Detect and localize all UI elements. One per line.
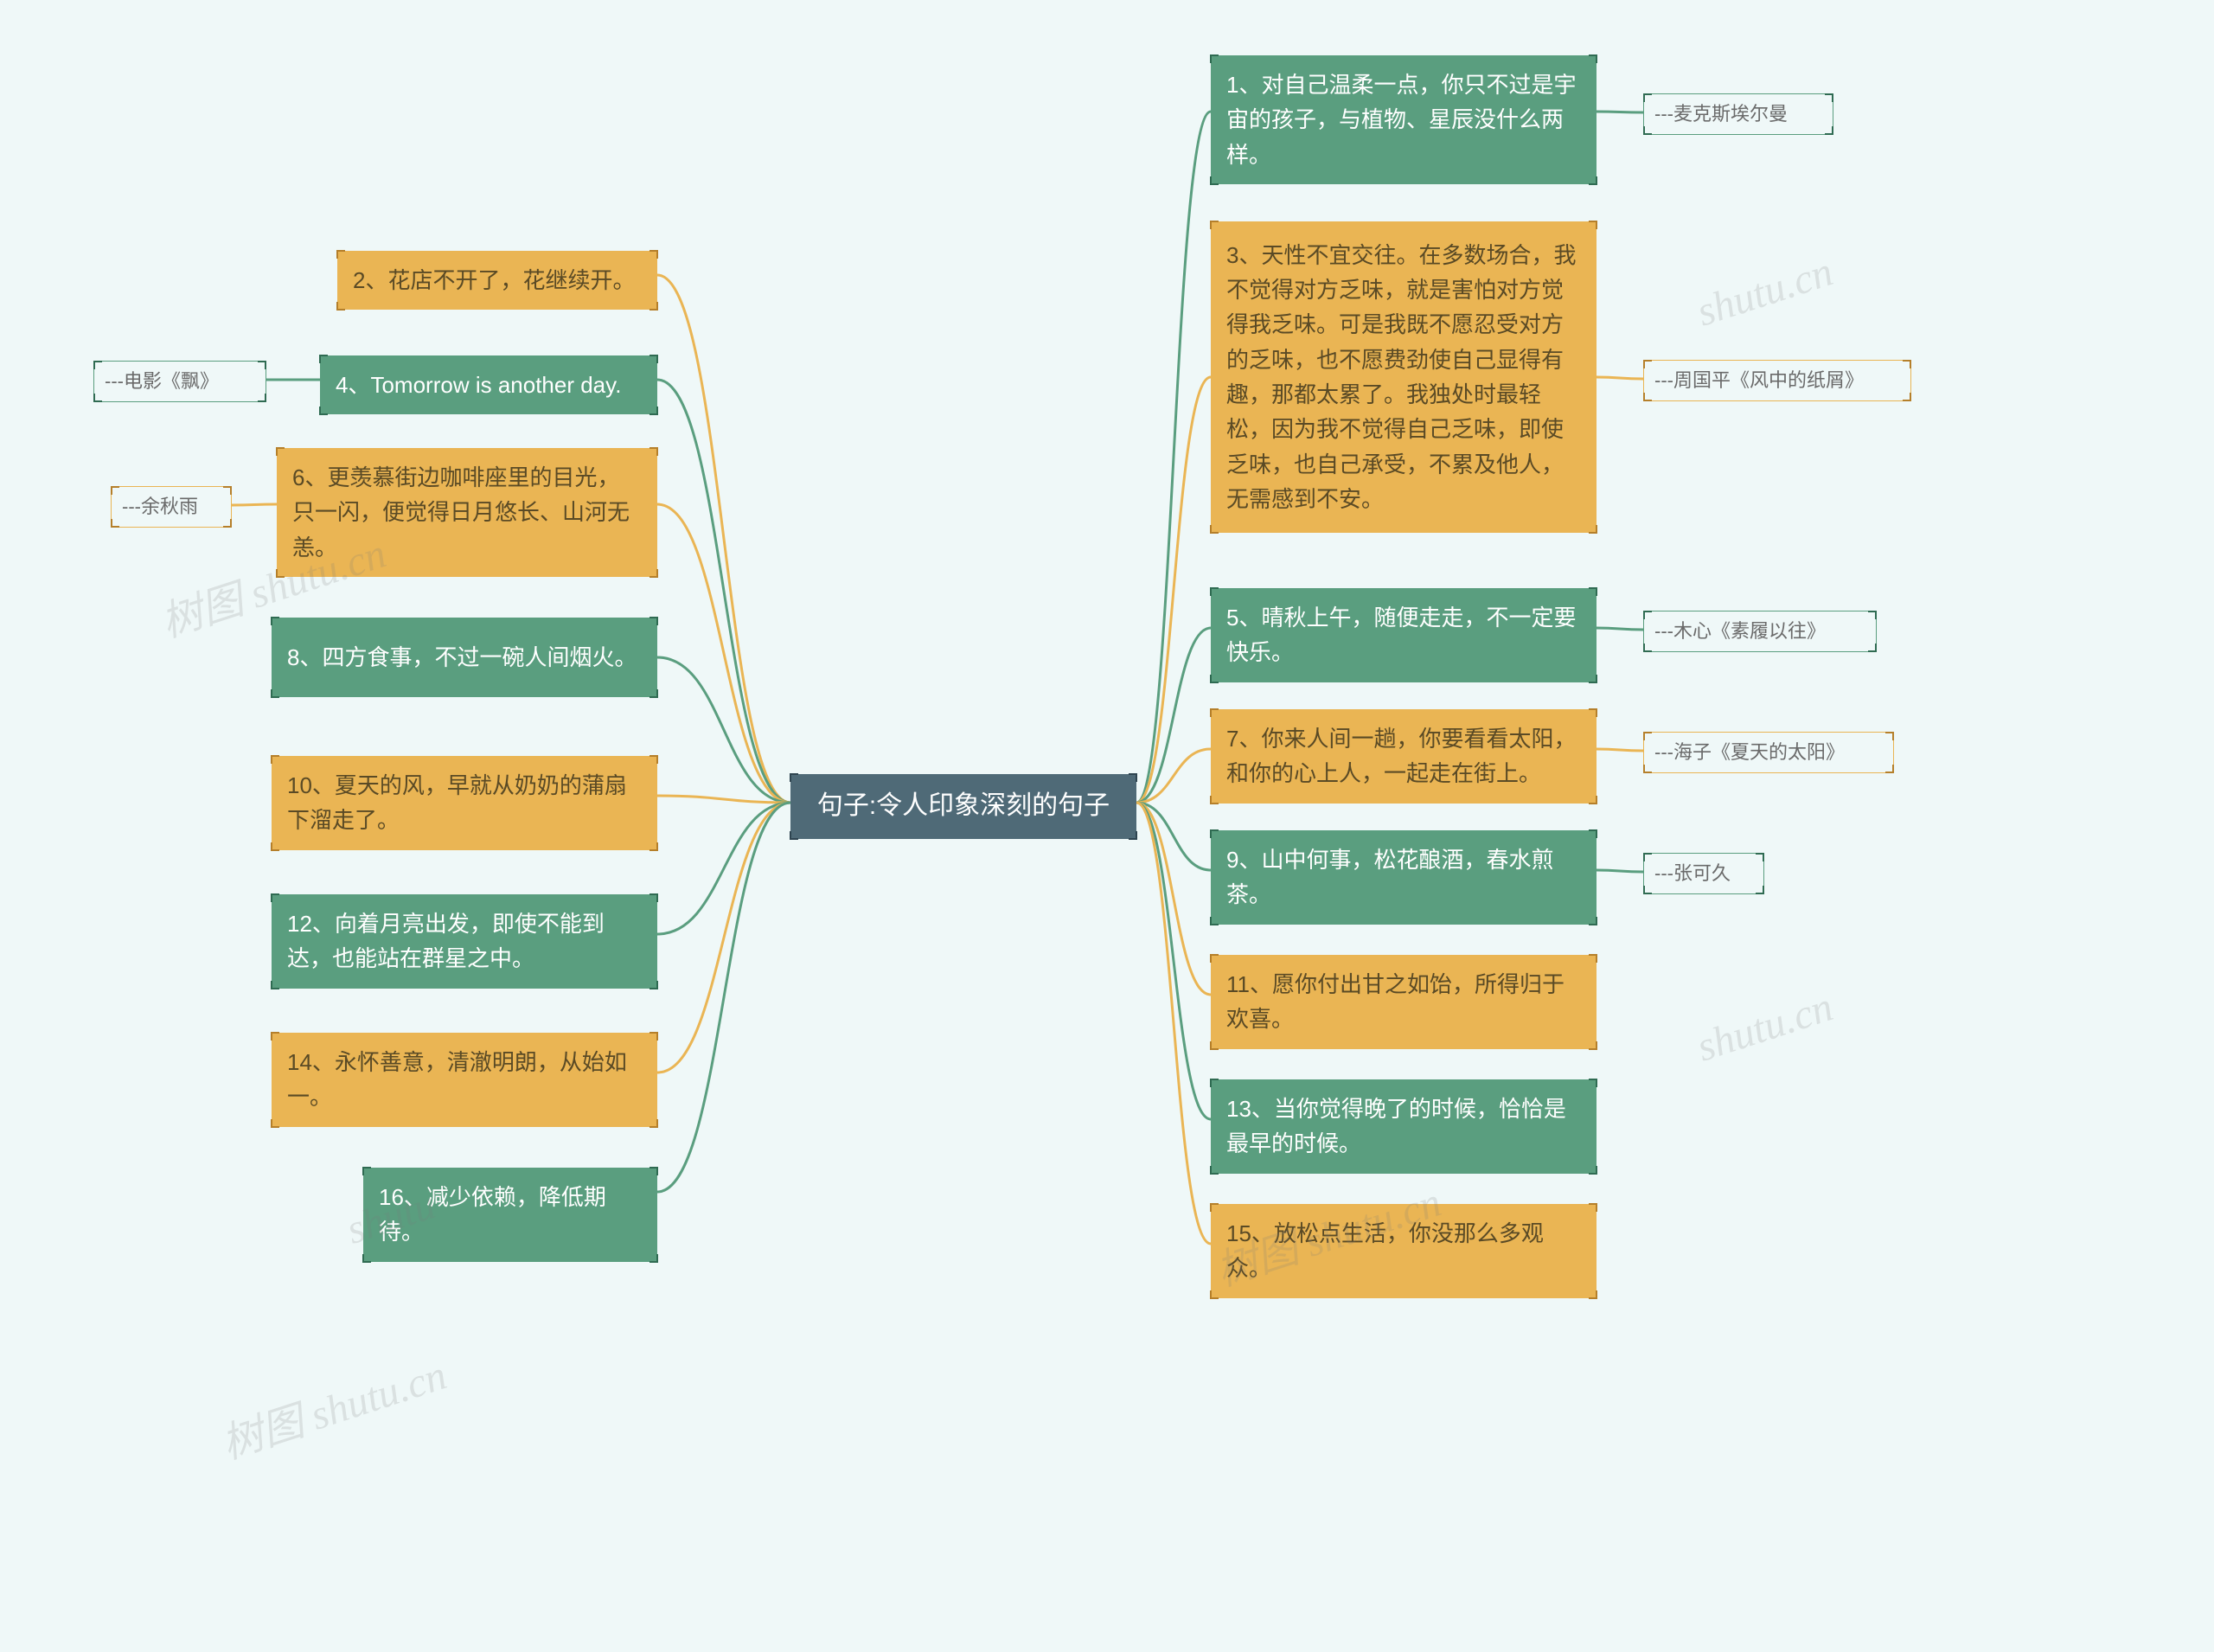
node-r1[interactable]: 1、对自己温柔一点，你只不过是宇宙的孩子，与植物、星辰没什么两样。 [1211, 55, 1597, 184]
attrib-r1: ---麦克斯埃尔曼 [1643, 93, 1833, 135]
node-r15[interactable]: 15、放松点生活，你没那么多观众。 [1211, 1204, 1597, 1298]
attrib-text: ---海子《夏天的太阳》 [1654, 738, 1845, 767]
attrib-l4: ---电影《飘》 [93, 361, 266, 402]
node-l8[interactable]: 8、四方食事，不过一碗人间烟火。 [272, 618, 657, 697]
attrib-text: ---电影《飘》 [105, 367, 219, 396]
node-r5[interactable]: 5、晴秋上午，随便走走，不一定要快乐。 [1211, 588, 1597, 682]
node-r9[interactable]: 9、山中何事，松花酿酒，春水煎茶。 [1211, 830, 1597, 925]
node-text: 7、你来人间一趟，你要看看太阳，和你的心上人，一起走在街上。 [1226, 721, 1581, 791]
node-text: 13、当你觉得晚了的时候，恰恰是最早的时候。 [1226, 1092, 1581, 1162]
attrib-l6: ---余秋雨 [111, 486, 232, 528]
node-r11[interactable]: 11、愿你付出甘之如饴，所得归于欢喜。 [1211, 955, 1597, 1049]
attrib-r7: ---海子《夏天的太阳》 [1643, 732, 1894, 773]
node-l12[interactable]: 12、向着月亮出发，即使不能到达，也能站在群星之中。 [272, 894, 657, 989]
node-r13[interactable]: 13、当你觉得晚了的时候，恰恰是最早的时候。 [1211, 1079, 1597, 1174]
node-l4[interactable]: 4、Tomorrow is another day. [320, 355, 657, 414]
node-text: 5、晴秋上午，随便走走，不一定要快乐。 [1226, 600, 1581, 670]
node-l10[interactable]: 10、夏天的风，早就从奶奶的蒲扇下溜走了。 [272, 756, 657, 850]
watermark: 树图 shutu.cn [213, 1341, 453, 1470]
node-c[interactable]: 句子:令人印象深刻的句子 [790, 774, 1136, 839]
node-text: 2、花店不开了，花继续开。 [353, 263, 635, 298]
watermark: shutu.cn [1691, 247, 1838, 336]
attrib-r3: ---周国平《风中的纸屑》 [1643, 360, 1911, 401]
node-l2[interactable]: 2、花店不开了，花继续开。 [337, 251, 657, 310]
node-text: 15、放松点生活，你没那么多观众。 [1226, 1216, 1581, 1286]
attrib-text: ---木心《素履以往》 [1654, 617, 1826, 646]
attrib-text: ---余秋雨 [122, 492, 198, 522]
node-text: 句子:令人印象深刻的句子 [817, 786, 1110, 827]
node-r7[interactable]: 7、你来人间一趟，你要看看太阳，和你的心上人，一起走在街上。 [1211, 709, 1597, 804]
node-text: 9、山中何事，松花酿酒，春水煎茶。 [1226, 842, 1581, 912]
attrib-r9: ---张可久 [1643, 853, 1764, 894]
node-text: 14、永怀善意，清澈明朗，从始如一。 [287, 1045, 642, 1115]
attrib-r5: ---木心《素履以往》 [1643, 611, 1877, 652]
node-text: 10、夏天的风，早就从奶奶的蒲扇下溜走了。 [287, 768, 642, 838]
attrib-text: ---张可久 [1654, 859, 1731, 888]
node-l14[interactable]: 14、永怀善意，清澈明朗，从始如一。 [272, 1033, 657, 1127]
node-text: 6、更羡慕街边咖啡座里的目光，只一闪，便觉得日月悠长、山河无恙。 [292, 460, 642, 565]
node-l16[interactable]: 16、减少依赖，降低期待。 [363, 1168, 657, 1262]
node-text: 3、天性不宜交往。在多数场合，我不觉得对方乏味，就是害怕对方觉得我乏味。可是我既… [1226, 238, 1581, 516]
node-text: 16、减少依赖，降低期待。 [379, 1180, 642, 1250]
attrib-text: ---周国平《风中的纸屑》 [1654, 366, 1864, 395]
mindmap-canvas: 句子:令人印象深刻的句子 2、花店不开了，花继续开。 4、Tomorrow is a… [0, 0, 2214, 1652]
node-l6[interactable]: 6、更羡慕街边咖啡座里的目光，只一闪，便觉得日月悠长、山河无恙。 [277, 448, 657, 577]
watermark: shutu.cn [1691, 983, 1838, 1071]
node-text: 4、Tomorrow is another day. [336, 368, 621, 402]
node-text: 1、对自己温柔一点，你只不过是宇宙的孩子，与植物、星辰没什么两样。 [1226, 67, 1581, 172]
attrib-text: ---麦克斯埃尔曼 [1654, 99, 1788, 129]
node-text: 12、向着月亮出发，即使不能到达，也能站在群星之中。 [287, 906, 642, 976]
node-r3[interactable]: 3、天性不宜交往。在多数场合，我不觉得对方乏味，就是害怕对方觉得我乏味。可是我既… [1211, 221, 1597, 533]
node-text: 8、四方食事，不过一碗人间烟火。 [287, 640, 637, 675]
node-text: 11、愿你付出甘之如饴，所得归于欢喜。 [1226, 967, 1581, 1037]
